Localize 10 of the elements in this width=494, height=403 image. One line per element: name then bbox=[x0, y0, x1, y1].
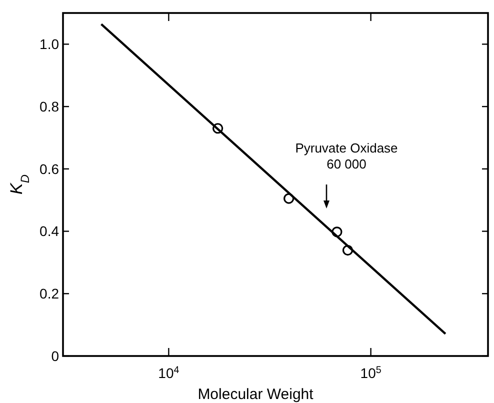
y-tick-label: 0 bbox=[51, 348, 60, 364]
y-tick-label: 1.0 bbox=[40, 36, 60, 52]
y-tick-label: 0.8 bbox=[40, 98, 60, 114]
annotation: Pyruvate Oxidase 60 000 bbox=[295, 140, 398, 172]
x-axis-title: Molecular Weight bbox=[198, 386, 314, 403]
x-tick-label: 10$^{4}$ bbox=[158, 364, 180, 381]
y-tick-label: 0.6 bbox=[40, 160, 60, 177]
y-tick-label: 0.2 bbox=[40, 286, 60, 302]
y-tick-label: 0.4 bbox=[40, 223, 60, 240]
x-tick-label: 10$^{5}$ bbox=[360, 364, 382, 381]
